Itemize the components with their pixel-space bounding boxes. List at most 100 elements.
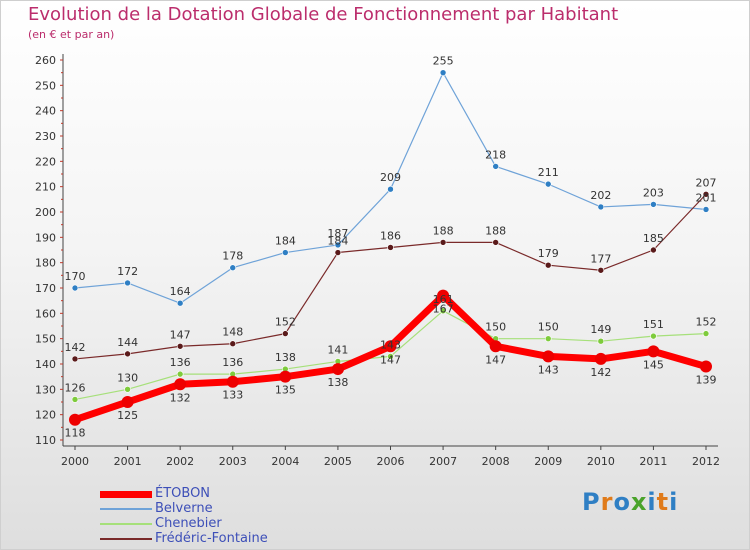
x-tick-label: 2010 xyxy=(587,455,615,468)
data-label: 142 xyxy=(65,341,86,354)
x-tick-label: 2009 xyxy=(534,455,562,468)
legend: ÉTOBON Belverne Chenebier Frédéric-Fontaine xyxy=(100,486,340,546)
y-tick-label: 120 xyxy=(35,409,56,422)
logo-letter: i xyxy=(669,488,679,516)
y-tick-label: 230 xyxy=(35,130,56,143)
series-point xyxy=(439,239,447,246)
data-label: 142 xyxy=(590,366,611,379)
y-tick-label: 240 xyxy=(35,105,56,118)
series-point xyxy=(702,206,710,213)
data-label: 178 xyxy=(222,250,243,263)
series-point xyxy=(439,307,447,315)
legend-item: Belverne xyxy=(100,501,340,516)
y-tick-label: 210 xyxy=(35,181,56,194)
legend-swatch xyxy=(100,508,152,510)
data-label: 151 xyxy=(643,318,664,331)
logo-letter: r xyxy=(600,488,614,516)
series-point xyxy=(331,363,344,376)
series-point xyxy=(492,163,499,170)
data-label: 161 xyxy=(433,293,454,306)
series-point xyxy=(702,190,710,198)
legend-swatch xyxy=(100,523,152,525)
data-label: 172 xyxy=(117,265,138,278)
series-point xyxy=(597,266,605,274)
data-label: 188 xyxy=(433,224,454,237)
chart-subtitle: (en € et par an) xyxy=(28,28,115,41)
x-tick-label: 2008 xyxy=(482,455,510,468)
data-label: 255 xyxy=(433,55,454,68)
x-tick-label: 2003 xyxy=(219,455,247,468)
y-tick-label: 140 xyxy=(35,358,56,371)
data-label: 149 xyxy=(590,323,611,336)
data-label: 150 xyxy=(538,321,559,334)
data-label: 152 xyxy=(275,316,296,329)
y-tick-label: 260 xyxy=(35,54,56,67)
x-tick-label: 2005 xyxy=(324,455,352,468)
y-tick-label: 180 xyxy=(35,257,56,270)
x-tick-label: 2002 xyxy=(166,455,194,468)
logo-letter: x xyxy=(630,488,648,516)
series-point xyxy=(544,180,552,188)
series-point xyxy=(650,201,657,208)
x-tick-label: 2012 xyxy=(692,455,720,468)
data-label: 201 xyxy=(696,191,717,204)
y-tick-label: 220 xyxy=(35,155,56,168)
legend-swatch xyxy=(100,538,152,540)
y-tick-label: 170 xyxy=(35,282,56,295)
series-point xyxy=(650,246,657,254)
data-label: 147 xyxy=(380,353,401,366)
legend-label: Frédéric-Fontaine xyxy=(155,531,268,546)
data-label: 141 xyxy=(327,343,348,356)
data-label: 186 xyxy=(380,229,401,242)
y-tick-label: 110 xyxy=(35,434,56,447)
series-point xyxy=(702,330,710,337)
data-label: 167 xyxy=(433,303,454,316)
data-label: 143 xyxy=(538,363,559,376)
data-label: 185 xyxy=(643,232,664,245)
series-point xyxy=(439,69,447,76)
series-point xyxy=(544,335,552,342)
series-point xyxy=(282,249,289,256)
series-point xyxy=(489,340,502,353)
series-point xyxy=(334,241,342,249)
series-point xyxy=(174,378,187,391)
y-tick-label: 200 xyxy=(35,206,56,219)
series-point xyxy=(176,299,184,307)
series-point xyxy=(71,284,79,292)
proxiti-logo: Proxiti xyxy=(582,488,678,516)
data-label: 139 xyxy=(696,374,717,387)
data-label: 126 xyxy=(65,381,86,394)
series-point xyxy=(226,375,239,388)
x-tick-label: 2004 xyxy=(271,455,299,468)
series-point xyxy=(69,413,81,426)
legend-item: Chenebier xyxy=(100,516,340,531)
data-label: 118 xyxy=(65,427,86,440)
series-point xyxy=(176,342,184,350)
data-label: 211 xyxy=(538,166,559,179)
data-label: 209 xyxy=(380,171,401,184)
data-label: 136 xyxy=(222,356,243,369)
logo-letter: t xyxy=(656,488,670,516)
series-point xyxy=(71,355,79,363)
data-label: 207 xyxy=(696,176,717,189)
series-point xyxy=(279,370,292,383)
data-label: 150 xyxy=(485,321,506,334)
legend-label: ÉTOBON xyxy=(155,486,211,501)
data-label: 125 xyxy=(117,409,138,422)
y-tick-label: 250 xyxy=(35,79,56,92)
data-label: 136 xyxy=(170,356,191,369)
data-label: 152 xyxy=(696,316,717,329)
x-tick-label: 2001 xyxy=(114,455,142,468)
series-point xyxy=(334,249,342,256)
data-label: 170 xyxy=(65,270,86,283)
data-label: 184 xyxy=(327,235,348,248)
series-point xyxy=(387,244,394,251)
x-tick-label: 2011 xyxy=(639,455,667,468)
data-label: 145 xyxy=(643,358,664,371)
series-point xyxy=(229,340,237,348)
series-point xyxy=(437,289,450,302)
series-point xyxy=(71,396,79,403)
data-label: 203 xyxy=(643,186,664,199)
logo-letter: i xyxy=(647,488,657,516)
series-point xyxy=(387,353,394,360)
